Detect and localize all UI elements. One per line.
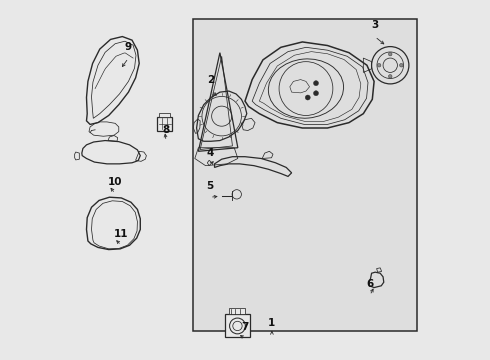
Circle shape [389,52,392,56]
Text: 7: 7 [241,322,249,332]
Bar [193,19,417,330]
Text: 9: 9 [125,42,132,51]
Text: 1: 1 [268,319,275,328]
Text: 11: 11 [114,229,128,239]
Text: 5: 5 [206,181,214,191]
Circle shape [399,63,403,67]
Bar [159,113,170,117]
Text: 4: 4 [206,148,214,158]
Circle shape [305,95,310,100]
Bar [157,117,172,131]
Text: 10: 10 [108,177,122,187]
Circle shape [314,91,318,96]
FancyBboxPatch shape [224,314,250,337]
Bar [229,308,245,315]
Text: 8: 8 [163,125,170,135]
Text: 3: 3 [371,20,378,30]
Circle shape [389,75,392,78]
Text: 6: 6 [366,279,373,289]
Circle shape [314,81,318,86]
Circle shape [377,63,381,67]
Text: 2: 2 [207,75,215,85]
